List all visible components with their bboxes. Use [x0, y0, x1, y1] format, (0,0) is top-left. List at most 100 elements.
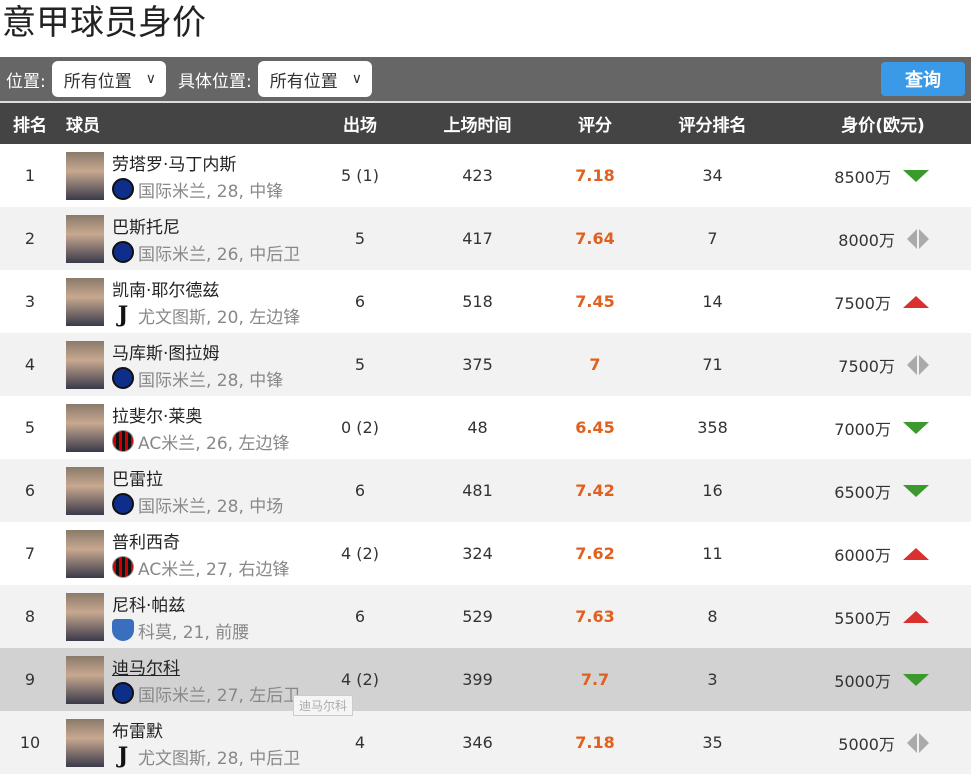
appearances: 4 — [354, 733, 366, 752]
player-name-link[interactable]: 拉斐尔·莱奥 — [112, 406, 203, 427]
rating-rank: 3 — [707, 670, 718, 689]
como-club-logo-icon — [112, 619, 134, 641]
avatar[interactable] — [66, 214, 104, 263]
player-cell: 尼科·帕兹 科莫, 21, 前腰 — [60, 591, 325, 643]
table-row[interactable]: 7 普利西奇 AC米兰, 27, 右边锋 4 (2) 324 7.62 11 6… — [0, 522, 971, 585]
player-cell: 拉斐尔·莱奥 AC米兰, 26, 左边锋 — [60, 402, 325, 454]
avatar[interactable] — [66, 718, 104, 767]
appearances: 6 — [354, 607, 366, 626]
minutes: 399 — [462, 670, 493, 689]
table-row[interactable]: 9 迪马尔科 国际米兰, 27, 左后卫 4 (2) 399 7.7 3 500… — [0, 648, 971, 711]
table-row[interactable]: 4 马库斯·图拉姆 国际米兰, 28, 中锋 5 375 7 71 7500万 — [0, 333, 971, 396]
table-row[interactable]: 3 凯南·耶尔德兹 J 尤文图斯, 20, 左边锋 6 518 7.45 14 7… — [0, 270, 971, 333]
position-select-value: 所有位置 — [63, 71, 132, 92]
value-text: 7500万 — [838, 356, 895, 376]
appearances: 4 (2) — [341, 544, 379, 563]
rank: 4 — [24, 355, 36, 374]
player-name-link[interactable]: 凯南·耶尔德兹 — [112, 280, 220, 301]
unchanged-icon — [907, 228, 929, 249]
avatar[interactable] — [66, 340, 104, 389]
filter-bar: 位置: 所有位置 ∨ 具体位置: 所有位置 ∨ 查询 — [0, 57, 971, 103]
avatar[interactable] — [66, 655, 104, 704]
detail-select-value: 所有位置 — [269, 71, 338, 92]
col-player[interactable]: 球员 — [66, 116, 100, 136]
player-name-link[interactable]: 巴斯托尼 — [112, 217, 180, 238]
market-value: 5500万 — [795, 605, 971, 629]
avatar[interactable] — [66, 151, 104, 200]
position-select[interactable]: 所有位置 ∨ — [51, 61, 166, 97]
avatar[interactable] — [66, 277, 104, 326]
rating: 7.62 — [575, 544, 615, 563]
query-button[interactable]: 查询 — [881, 62, 965, 96]
value-text: 5000万 — [834, 671, 891, 691]
value-text: 5000万 — [838, 734, 895, 754]
rating-rank: 34 — [702, 166, 723, 185]
rating: 6.45 — [575, 418, 615, 437]
minutes: 423 — [462, 166, 493, 185]
value-text: 8500万 — [834, 167, 891, 187]
table-row[interactable]: 8 尼科·帕兹 科莫, 21, 前腰 6 529 7.63 8 5500万 — [0, 585, 971, 648]
player-info: 科莫, 21, 前腰 — [138, 622, 250, 643]
juve-club-logo-icon: J — [117, 302, 129, 328]
avatar[interactable] — [66, 466, 104, 515]
value-text: 6000万 — [834, 545, 891, 565]
rating: 7 — [589, 355, 601, 374]
milan-club-logo-icon — [112, 556, 134, 578]
trend-down-icon — [903, 673, 929, 686]
value-text: 8000万 — [838, 230, 895, 250]
player-name-link[interactable]: 普利西奇 — [112, 532, 180, 553]
market-value: 5000万 — [795, 668, 971, 692]
player-name-link[interactable]: 布雷默 — [112, 721, 163, 742]
table-row[interactable]: 2 巴斯托尼 国际米兰, 26, 中后卫 5 417 7.64 7 8000万 — [0, 207, 971, 270]
rank: 9 — [24, 670, 36, 689]
rank: 10 — [19, 733, 41, 752]
table-body: 1 劳塔罗·马丁内斯 国际米兰, 28, 中锋 5 (1) 423 7.18 3… — [0, 144, 971, 774]
minutes: 375 — [462, 355, 493, 374]
trend-up-icon — [903, 547, 929, 560]
minutes: 324 — [462, 544, 493, 563]
player-info: 国际米兰, 26, 中后卫 — [138, 244, 301, 265]
rank: 1 — [24, 166, 36, 185]
appearances: 5 — [354, 229, 366, 248]
col-rank[interactable]: 排名 — [13, 116, 47, 136]
col-minutes[interactable]: 上场时间 — [443, 116, 512, 136]
player-info: 国际米兰, 28, 中锋 — [138, 181, 284, 202]
rating-rank: 14 — [702, 292, 723, 311]
player-info: 尤文图斯, 20, 左边锋 — [138, 307, 301, 328]
market-value: 6500万 — [795, 479, 971, 503]
detail-position-select[interactable]: 所有位置 ∨ — [257, 61, 372, 97]
trend-down-icon — [903, 421, 929, 434]
table-row[interactable]: 1 劳塔罗·马丁内斯 国际米兰, 28, 中锋 5 (1) 423 7.18 3… — [0, 144, 971, 207]
player-info: 国际米兰, 28, 中场 — [138, 496, 284, 517]
player-name-link[interactable]: 劳塔罗·马丁内斯 — [112, 154, 237, 175]
rank: 2 — [24, 229, 36, 248]
player-cell: 劳塔罗·马丁内斯 国际米兰, 28, 中锋 — [60, 150, 325, 202]
market-value: 5000万 — [795, 731, 971, 755]
milan-club-logo-icon — [112, 430, 134, 452]
player-cell: 马库斯·图拉姆 国际米兰, 28, 中锋 — [60, 339, 325, 391]
rating-rank: 11 — [702, 544, 723, 563]
player-name-link[interactable]: 马库斯·图拉姆 — [112, 343, 220, 364]
rank: 3 — [24, 292, 36, 311]
table-row[interactable]: 6 巴雷拉 国际米兰, 28, 中场 6 481 7.42 16 6500万 — [0, 459, 971, 522]
value-text: 6500万 — [834, 482, 891, 502]
position-label: 位置: — [6, 71, 46, 92]
market-value: 6000万 — [795, 542, 971, 566]
player-name-link[interactable]: 巴雷拉 — [112, 469, 163, 490]
player-cell: 巴雷拉 国际米兰, 28, 中场 — [60, 465, 325, 517]
avatar[interactable] — [66, 529, 104, 578]
avatar[interactable] — [66, 403, 104, 452]
table-row[interactable]: 10 布雷默 J 尤文图斯, 28, 中后卫 4 346 7.18 35 5000… — [0, 711, 971, 774]
col-apps[interactable]: 出场 — [343, 116, 377, 136]
page-title: 意甲球员身价 — [2, 3, 206, 43]
rating-rank: 16 — [702, 481, 723, 500]
col-rating[interactable]: 评分 — [578, 116, 612, 136]
player-cell: 布雷默 J 尤文图斯, 28, 中后卫 — [60, 717, 325, 769]
avatar[interactable] — [66, 592, 104, 641]
col-rating-rank[interactable]: 评分排名 — [678, 116, 747, 136]
rank: 7 — [24, 544, 36, 563]
col-value[interactable]: 身价(欧元) — [841, 116, 925, 136]
table-row[interactable]: 5 拉斐尔·莱奥 AC米兰, 26, 左边锋 0 (2) 48 6.45 358… — [0, 396, 971, 459]
player-name-link[interactable]: 尼科·帕兹 — [112, 595, 186, 616]
player-name-link[interactable]: 迪马尔科 — [112, 658, 180, 679]
